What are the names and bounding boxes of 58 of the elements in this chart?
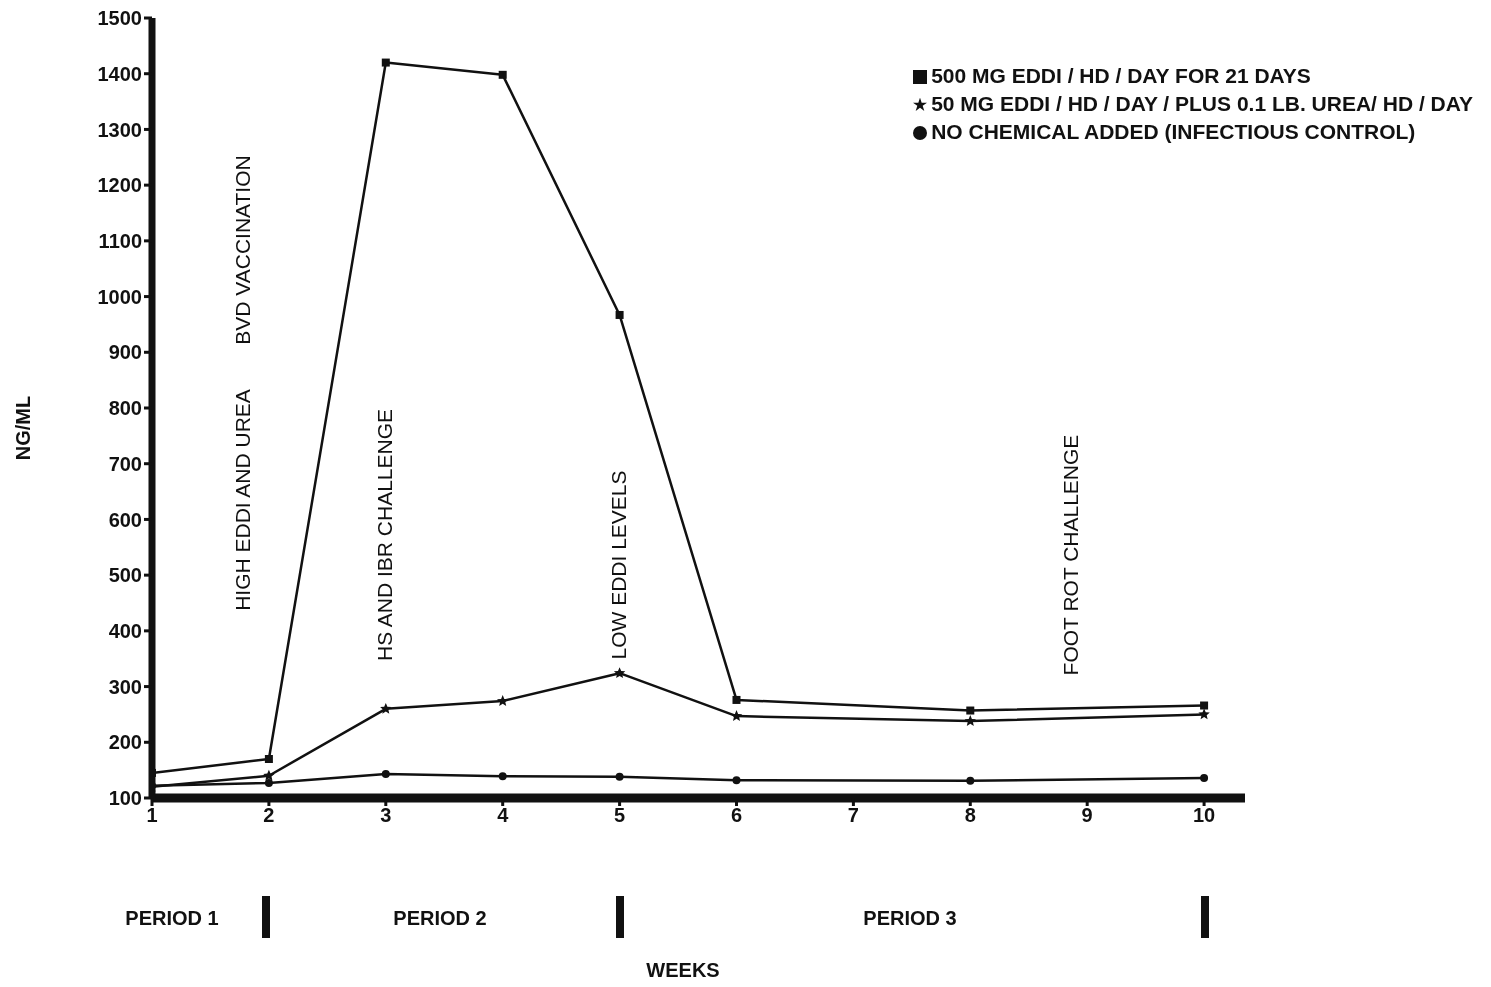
point: [381, 770, 390, 779]
point: [615, 772, 624, 781]
point: [1200, 701, 1209, 710]
point: [498, 772, 507, 781]
y-tick-label: 300: [108, 675, 142, 698]
y-tick-label: 1300: [97, 118, 142, 141]
point: [264, 778, 273, 787]
point: [615, 310, 624, 319]
y-axis-title: NG/ML: [12, 395, 34, 461]
point: [730, 710, 743, 721]
x-tick-label: 5: [614, 804, 626, 827]
point: [498, 70, 507, 79]
x-tick-label: 10: [1192, 804, 1216, 827]
point: [263, 769, 275, 781]
text: WEEKS: [646, 959, 720, 981]
text: PERIOD 2: [393, 907, 487, 929]
y-tick-label: 1000: [97, 285, 142, 308]
point: [264, 755, 273, 763]
y-tick-label: 1500: [97, 7, 142, 30]
annotation: BVD VACCINATION: [231, 155, 254, 345]
point: [966, 776, 975, 785]
y-tick-label: 800: [108, 397, 142, 420]
x-tick-label: 9: [1081, 804, 1093, 827]
annotation: HS AND IBR CHALLENGE: [373, 408, 396, 662]
point: [381, 58, 390, 67]
y-tick-label: 1200: [97, 174, 142, 197]
y-tick-label: 900: [108, 341, 142, 364]
y-tick-label: 100: [108, 787, 142, 810]
point: [732, 776, 741, 785]
point: [380, 702, 392, 714]
annotation: HIGH EDDI AND UREA: [231, 389, 254, 611]
annotation: FOOT ROT CHALLENGE: [1059, 434, 1082, 676]
text: PERIOD 1: [125, 907, 219, 929]
x-tick-label: 3: [380, 804, 392, 827]
y-tick-label: 1100: [98, 229, 142, 252]
point: [964, 715, 976, 726]
y-tick-label: 1400: [97, 62, 142, 85]
x-tick-label: 4: [497, 804, 510, 827]
point: [1200, 773, 1209, 782]
x-tick-label: 7: [847, 804, 859, 827]
x-tick-label: 1: [146, 804, 158, 827]
x-tick-label: 2: [263, 804, 275, 827]
y-tick-label: 200: [108, 731, 142, 754]
y-tick-label: 700: [108, 452, 142, 475]
legend-label: 500 MG EDDI / HD / DAY FOR 21 DAYS: [931, 64, 1311, 87]
annotation: LOW EDDI LEVELS: [607, 470, 630, 660]
x-tick-label: 6: [730, 804, 743, 827]
y-tick-label: 500: [108, 564, 142, 587]
x-tick-label: 8: [964, 804, 976, 827]
text: PERIOD 3: [863, 907, 957, 929]
legend-label: 50 MG EDDI / HD / DAY / PLUS 0.1 LB. UREA/ HD / DAY: [931, 92, 1473, 115]
legend-label: NO CHEMICAL ADDED (INFECTIOUS CONTROL): [931, 120, 1416, 143]
y-tick-label: 600: [108, 508, 142, 531]
point: [1198, 708, 1210, 720]
y-tick-label: 400: [108, 619, 142, 642]
point: [966, 706, 975, 715]
point: [732, 695, 741, 704]
point: [613, 667, 626, 679]
